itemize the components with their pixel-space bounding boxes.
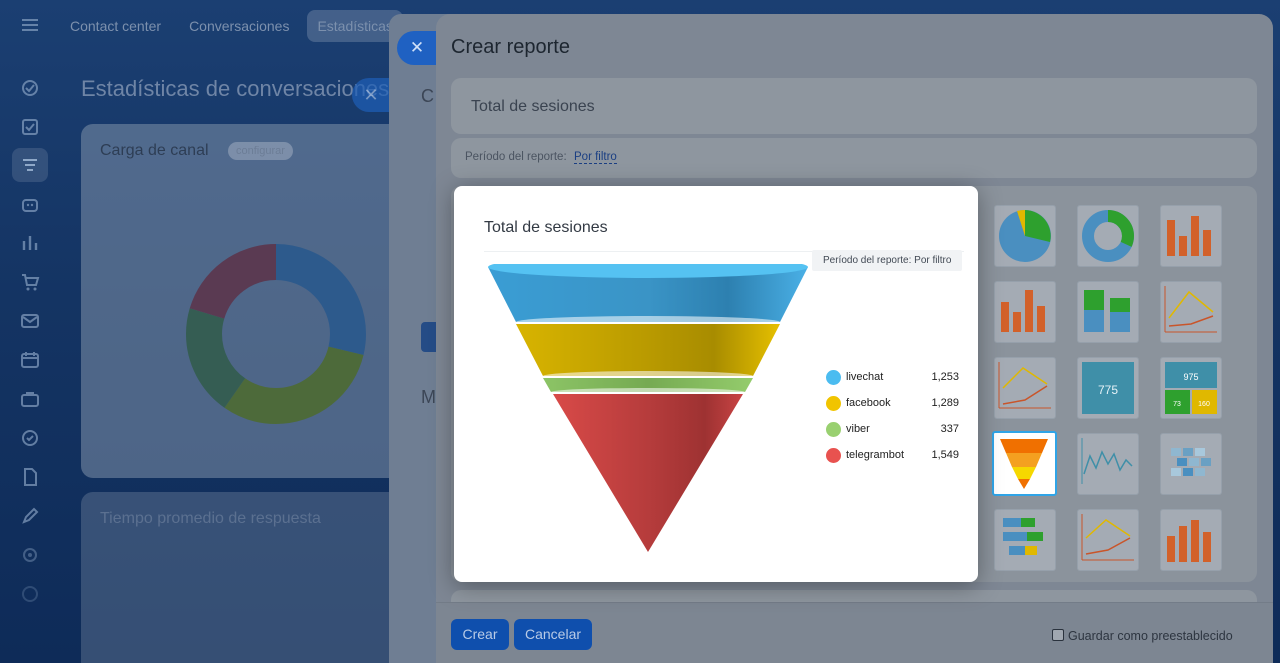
cart-icon[interactable]: [19, 271, 41, 293]
funnel-segment-viber: [543, 378, 753, 392]
top-tabs: Contact center Conversaciones Estadístic…: [60, 10, 403, 42]
thumb-number-value: 160: [1198, 401, 1210, 408]
thumb-number-value: 975: [1183, 372, 1198, 382]
legend-dot-livechat: [826, 370, 841, 385]
funnel-segment-telegrambot: [553, 394, 743, 552]
tab-conversaciones[interactable]: Conversaciones: [189, 18, 290, 34]
legend-value: 337: [940, 423, 959, 435]
legend-item: telegrambot 1,549: [824, 445, 964, 471]
report-period-row: Período del reporte: Por filtro: [451, 138, 1257, 178]
left-rail: [0, 0, 60, 663]
thumb-bar-chart[interactable]: [1160, 509, 1222, 571]
funnel-segment-livechat: [488, 267, 808, 322]
period-label: Período del reporte:: [465, 151, 567, 163]
legend-name: telegrambot: [846, 449, 905, 461]
thumb-multi-number-widget[interactable]: 975 73 160: [1160, 357, 1222, 419]
legend-name: livechat: [846, 371, 884, 383]
legend-value: 1,253: [931, 371, 959, 383]
legend-name: facebook: [846, 397, 891, 409]
middle-slider-fragment: C: [421, 86, 434, 106]
card2-title: Tiempo promedio de respuesta: [100, 510, 321, 527]
thumb-bar-chart[interactable]: [994, 281, 1056, 343]
thumb-horizontal-bar-chart[interactable]: [994, 509, 1056, 571]
thumb-line-chart[interactable]: [1160, 281, 1222, 343]
settings-icon[interactable]: [19, 544, 41, 566]
legend-value: 1,289: [931, 397, 959, 409]
tasks-icon[interactable]: [19, 116, 41, 138]
legend-item: livechat 1,253: [824, 367, 964, 393]
legend-name: viber: [846, 423, 870, 435]
create-button[interactable]: Crear: [451, 619, 509, 650]
robot-icon[interactable]: [19, 193, 41, 215]
thumb-heatmap[interactable]: [1160, 433, 1222, 495]
mail-icon[interactable]: [19, 310, 41, 332]
analytics-icon[interactable]: [19, 232, 41, 254]
thumb-number-value: 73: [1173, 401, 1181, 408]
legend-item: viber 337: [824, 419, 964, 445]
calendar-icon[interactable]: [19, 349, 41, 371]
thumb-bar-chart[interactable]: [1160, 205, 1222, 267]
close-icon[interactable]: ✕: [352, 78, 390, 112]
check-badge-icon[interactable]: [19, 427, 41, 449]
response-time-card: Tiempo promedio de respuesta: [81, 492, 401, 663]
thumb-number-value: 775: [1098, 383, 1118, 397]
donut-chart: [186, 244, 366, 424]
briefcase-icon[interactable]: [19, 388, 41, 410]
thumb-pie-chart[interactable]: [994, 205, 1056, 267]
cancel-button[interactable]: Cancelar: [514, 619, 592, 650]
chart-preview-popup: Total de sesiones Período del reporte: P…: [454, 186, 978, 582]
save-preset-label[interactable]: Guardar como preestablecido: [1068, 629, 1233, 643]
thumb-stacked-bar-chart[interactable]: [1077, 281, 1139, 343]
preview-divider: [484, 251, 964, 252]
help-icon[interactable]: [19, 583, 41, 605]
funnel-top-ellipse: [488, 264, 808, 278]
panel-footer: Crear Cancelar Guardar como preestableci…: [436, 602, 1273, 663]
legend-item: facebook 1,289: [824, 393, 964, 419]
filter-icon[interactable]: [19, 154, 41, 176]
funnel-segment-facebook: [516, 324, 780, 376]
middle-slider-fragment: M: [421, 387, 436, 407]
edit-icon[interactable]: [19, 505, 41, 527]
thumb-donut-chart[interactable]: [1077, 205, 1139, 267]
page-title: Estadísticas de conversaciones: [81, 76, 390, 101]
activity-icon[interactable]: [19, 77, 41, 99]
thumb-line-chart[interactable]: [1077, 433, 1139, 495]
panel-title: Crear reporte: [451, 36, 570, 58]
document-icon[interactable]: [19, 466, 41, 488]
period-filter-link[interactable]: Por filtro: [574, 151, 617, 164]
report-name-value: Total de sesiones: [471, 98, 595, 115]
card-title: Carga de canal: [100, 142, 209, 159]
report-name-field[interactable]: Total de sesiones: [451, 78, 1257, 134]
tab-estadisticas[interactable]: Estadísticas: [307, 10, 403, 42]
channel-load-card: Carga de canal configurar: [81, 124, 401, 478]
thumb-line-chart[interactable]: [1077, 509, 1139, 571]
menu-icon[interactable]: [19, 14, 41, 36]
preview-title: Total de sesiones: [484, 219, 608, 236]
period-chip: Período del reporte: Por filtro: [812, 250, 963, 271]
legend-dot-facebook: [826, 396, 841, 411]
legend-value: 1,549: [931, 449, 959, 461]
thumb-number-widget[interactable]: 775: [1077, 357, 1139, 419]
close-icon[interactable]: ✕: [397, 31, 437, 65]
tab-contact-center[interactable]: Contact center: [70, 18, 162, 34]
save-preset-checkbox[interactable]: [1052, 629, 1064, 641]
configure-chip[interactable]: configurar: [228, 142, 293, 160]
thumb-funnel-chart-selected[interactable]: [992, 431, 1057, 496]
legend-dot-telegrambot: [826, 448, 841, 463]
legend-dot-viber: [826, 422, 841, 437]
funnel-legend: livechat 1,253 facebook 1,289 viber 337 …: [824, 367, 964, 471]
thumb-line-chart[interactable]: [994, 357, 1056, 419]
funnel-chart: [488, 264, 808, 552]
